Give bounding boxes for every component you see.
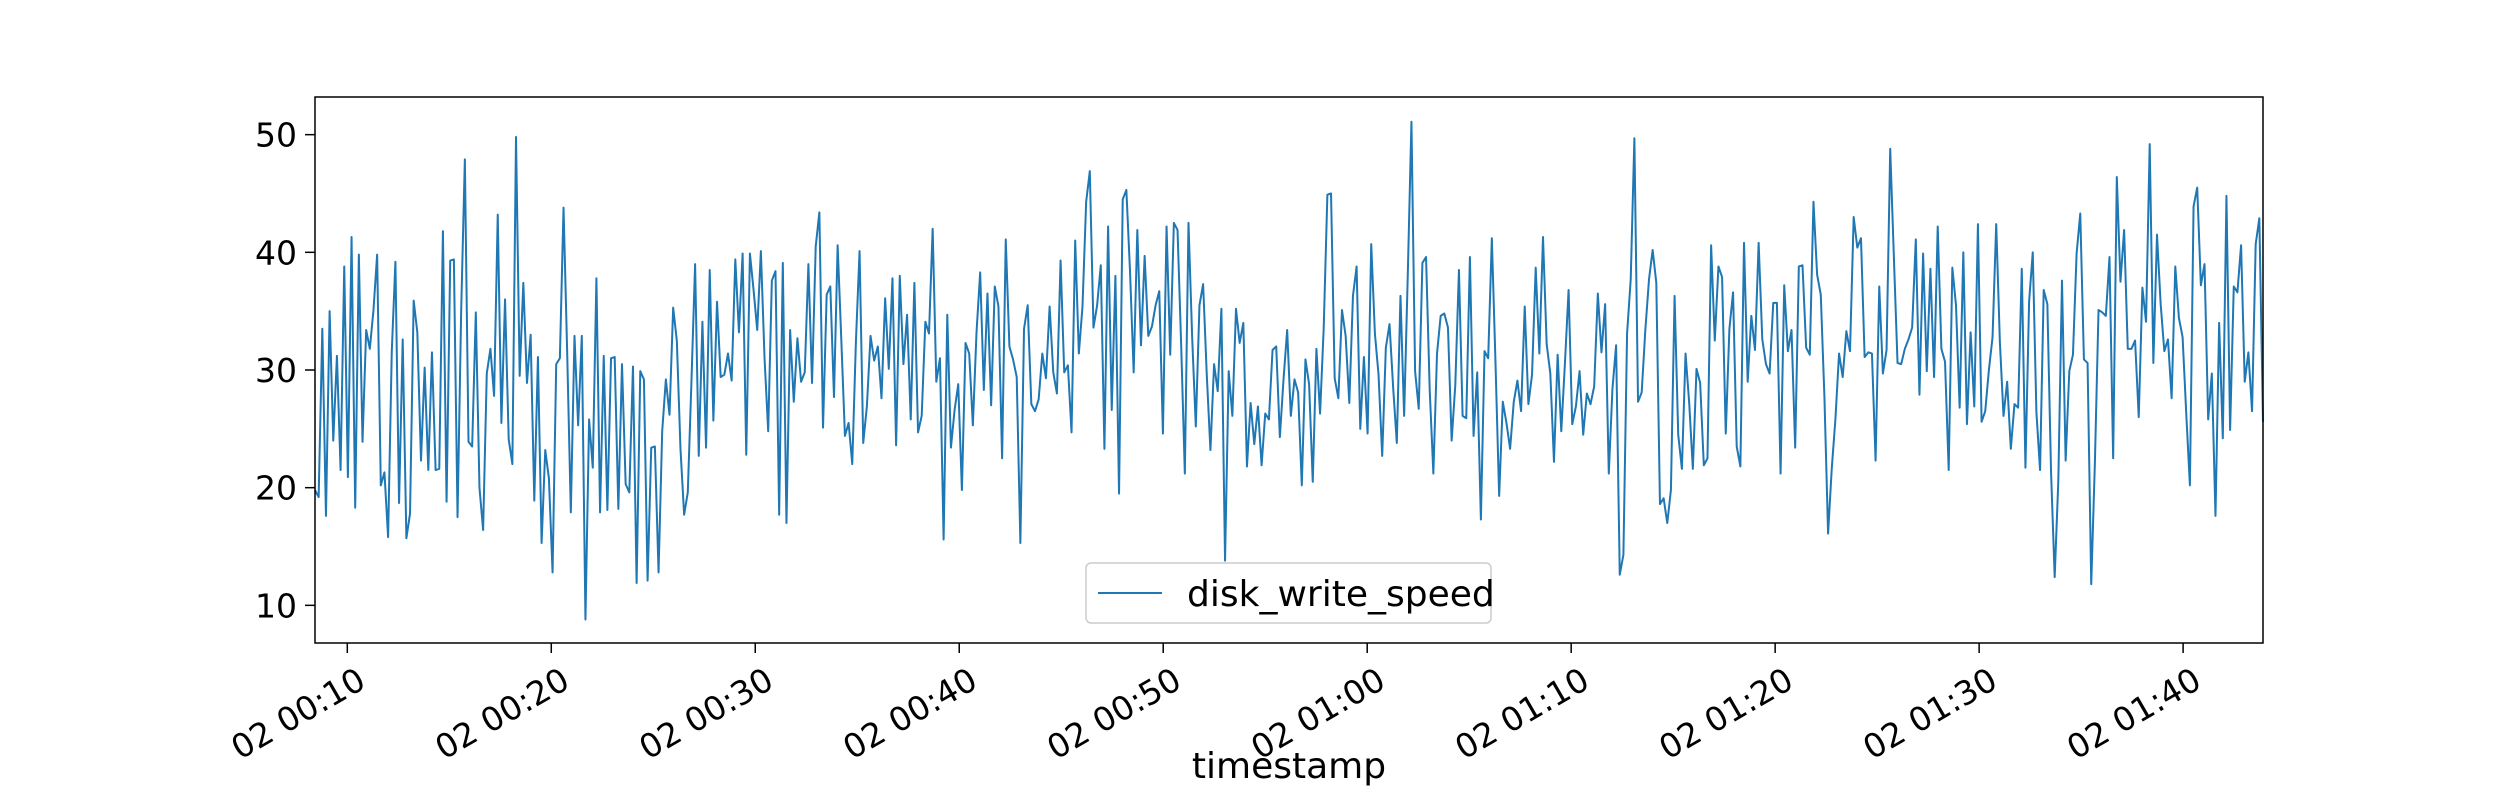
x-tick-label: 02 01:30 xyxy=(1856,660,2003,768)
y-tick-label: 30 xyxy=(255,351,297,390)
x-tick-label: 02 00:50 xyxy=(1040,660,1187,768)
x-tick-label: 02 01:10 xyxy=(1448,660,1595,768)
y-axis: 10 20 30 40 50 xyxy=(255,116,315,625)
legend-label: disk_write_speed xyxy=(1187,574,1495,615)
x-tick-label: 02 01:20 xyxy=(1652,660,1799,768)
x-tick-label: 02 00:40 xyxy=(836,660,983,768)
series-line-disk_write_speed xyxy=(314,120,2264,621)
x-axis-title: timestamp xyxy=(1192,746,1386,787)
y-tick-label: 50 xyxy=(255,116,297,155)
y-tick-label: 40 xyxy=(255,233,297,272)
y-tick-label: 10 xyxy=(255,586,297,625)
x-tick-label: 02 01:40 xyxy=(2060,660,2207,768)
x-tick-label: 02 00:30 xyxy=(632,660,779,768)
y-tick-label: 20 xyxy=(255,469,297,508)
x-tick-label: 02 00:10 xyxy=(224,660,371,768)
plot-area xyxy=(314,120,2264,621)
x-tick-label: 02 00:20 xyxy=(428,660,575,768)
legend-box xyxy=(1085,562,1492,624)
legend: disk_write_speed xyxy=(1085,562,1495,624)
